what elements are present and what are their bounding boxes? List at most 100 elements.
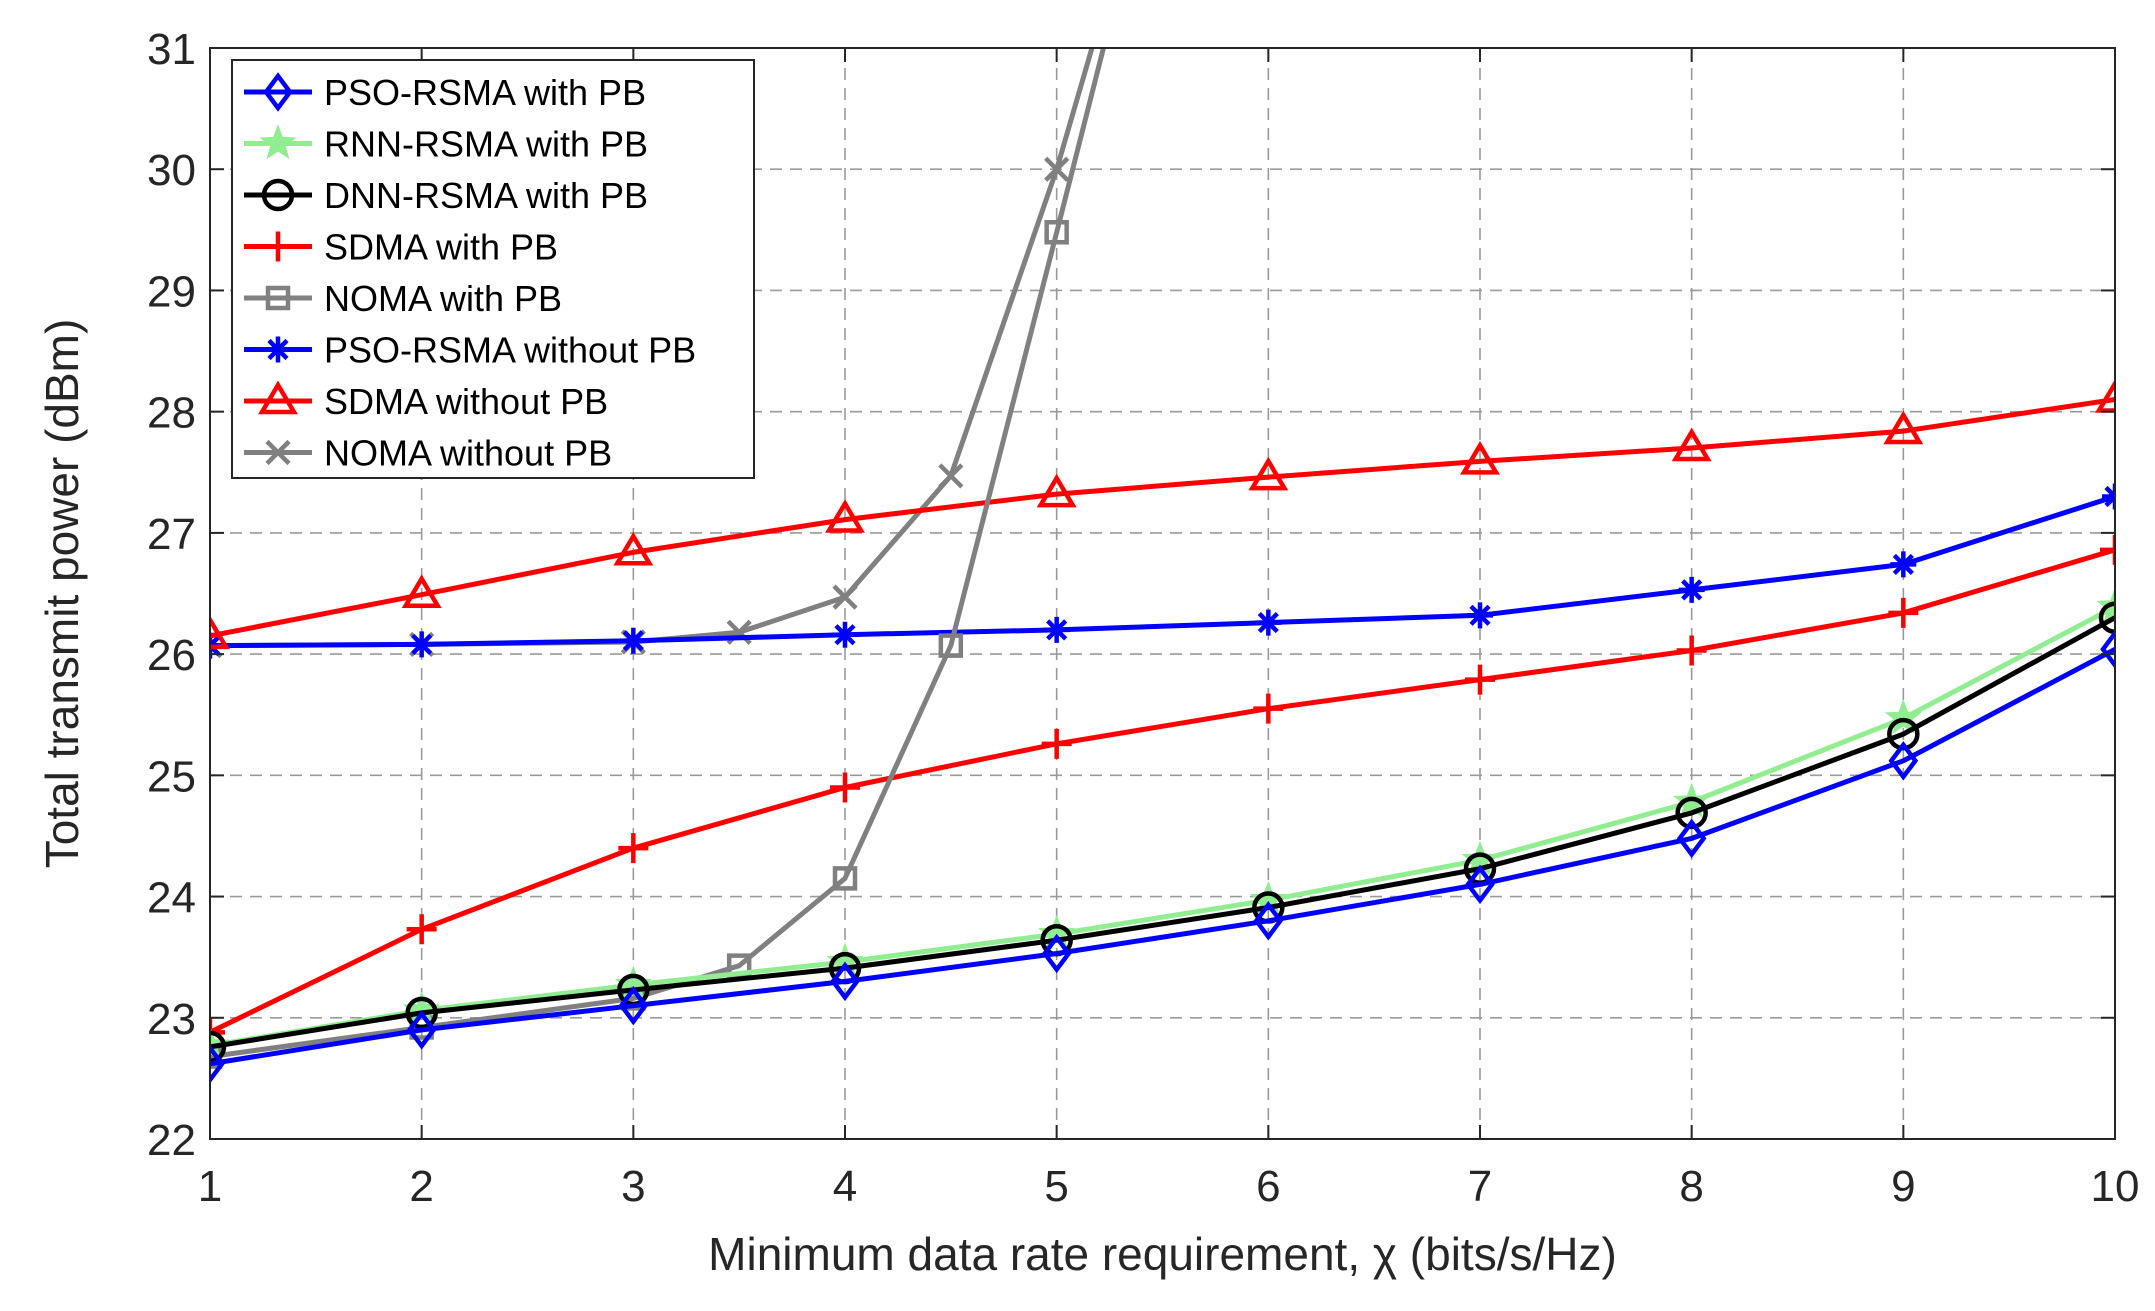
data-point	[401, 574, 442, 608]
legend-label: RNN-RSMA with PB	[324, 124, 648, 165]
series-line	[210, 48, 1107, 1060]
legend-entry: SDMA without PB	[244, 380, 608, 422]
series-pso-rsma-with-pb	[210, 629, 2115, 1084]
legend-label: SDMA with PB	[324, 227, 558, 268]
y-tick-label: 28	[147, 389, 196, 438]
data-point	[2100, 534, 2115, 565]
data-point	[1465, 864, 1495, 905]
data-point	[1253, 693, 1284, 724]
data-point	[406, 914, 437, 945]
data-point	[832, 866, 858, 891]
x-tick-label: 10	[2091, 1162, 2140, 1211]
x-tick-label: 4	[833, 1162, 857, 1211]
data-point	[1044, 156, 1070, 182]
legend-marker	[265, 336, 291, 363]
legend: PSO-RSMA with PB RNN-RSMA with PB DNN-RSMA…	[231, 59, 755, 479]
legend-entry: NOMA with PB	[244, 278, 562, 319]
data-point	[1253, 901, 1284, 941]
data-point	[1675, 796, 1708, 830]
data-point	[1883, 410, 1924, 445]
data-point	[2095, 379, 2115, 413]
y-tick-label: 25	[147, 752, 196, 801]
legend-entry: RNN-RSMA with PB	[244, 124, 648, 165]
data-point	[830, 772, 860, 803]
series-line	[210, 547, 2115, 1035]
data-point	[1255, 609, 1282, 636]
data-point	[210, 1044, 225, 1084]
legend-entry: DNN-RSMA with PB	[244, 175, 648, 216]
data-point	[210, 1017, 225, 1048]
x-tick-label: 5	[1044, 1162, 1068, 1211]
data-point	[832, 584, 858, 610]
axes-frame	[209, 47, 2116, 1140]
legend-marker	[258, 380, 298, 415]
data-point	[1884, 698, 1922, 735]
x-tick-label: 9	[1891, 1162, 1915, 1211]
series-sdma-without-pb	[210, 379, 2115, 650]
y-tick-label: 31	[147, 25, 196, 74]
x-tick-label: 1	[198, 1162, 222, 1211]
data-point	[1671, 427, 1712, 462]
series-line	[210, 397, 2115, 639]
data-point	[620, 627, 647, 654]
y-tick-label: 26	[147, 631, 196, 680]
series-dnn-rsma-with-pb	[210, 601, 2115, 1064]
series-sdma-with-pb	[210, 534, 2115, 1048]
data-point	[1888, 741, 1919, 781]
legend-marker	[263, 231, 293, 262]
data-point	[618, 985, 649, 1026]
series-line	[210, 494, 2115, 649]
data-point	[2100, 629, 2115, 670]
legend-box	[231, 59, 755, 479]
data-point	[1465, 664, 1495, 695]
data-point	[825, 499, 865, 533]
legend-entry: SDMA with PB	[244, 227, 558, 268]
legend-label: PSO-RSMA with PB	[324, 72, 646, 113]
series-line	[210, 647, 2115, 1067]
data-point	[830, 961, 860, 1002]
x-tick-label: 3	[621, 1162, 645, 1211]
data-point	[2098, 601, 2115, 634]
data-point	[408, 631, 435, 658]
data-point	[210, 615, 230, 650]
legend-marker	[261, 178, 295, 212]
data-point	[1678, 576, 1705, 603]
x-axis-title: Minimum data rate requirement, χ (bits/s…	[708, 1228, 1617, 1280]
y-tick-label: 24	[147, 874, 196, 923]
data-point	[406, 1010, 437, 1050]
legend-label: NOMA without PB	[324, 433, 612, 474]
legend-marker	[263, 72, 293, 112]
data-point	[618, 833, 649, 864]
legend-marker	[259, 124, 297, 160]
legend-label: DNN-RSMA with PB	[324, 175, 648, 216]
data-point	[1041, 933, 1072, 974]
y-tick-label: 23	[147, 995, 196, 1044]
legend-entry: NOMA without PB	[244, 433, 612, 474]
series-pso-rsma-without-pb	[210, 483, 2115, 659]
series-layer	[210, 48, 2115, 1084]
series-line	[210, 604, 2115, 1049]
data-point	[210, 1030, 227, 1064]
y-tick-label: 27	[147, 510, 196, 559]
data-point	[938, 463, 964, 489]
data-point	[1460, 440, 1500, 475]
data-point	[1890, 551, 1917, 578]
legend-label: PSO-RSMA without PB	[324, 330, 696, 371]
data-point	[1888, 597, 1919, 628]
data-point	[1676, 635, 1707, 666]
data-point	[938, 633, 964, 658]
x-tick-label: 2	[409, 1162, 433, 1211]
legend-marker	[265, 285, 291, 311]
data-point	[613, 531, 654, 566]
data-point	[832, 621, 858, 648]
data-point	[1036, 473, 1077, 508]
data-point	[1676, 818, 1707, 859]
data-point	[1467, 602, 1493, 629]
data-point	[1044, 220, 1069, 245]
data-point	[405, 996, 438, 1030]
data-point	[1043, 616, 1070, 643]
x-tick-label: 7	[1468, 1162, 1492, 1211]
data-point	[1041, 728, 1072, 759]
